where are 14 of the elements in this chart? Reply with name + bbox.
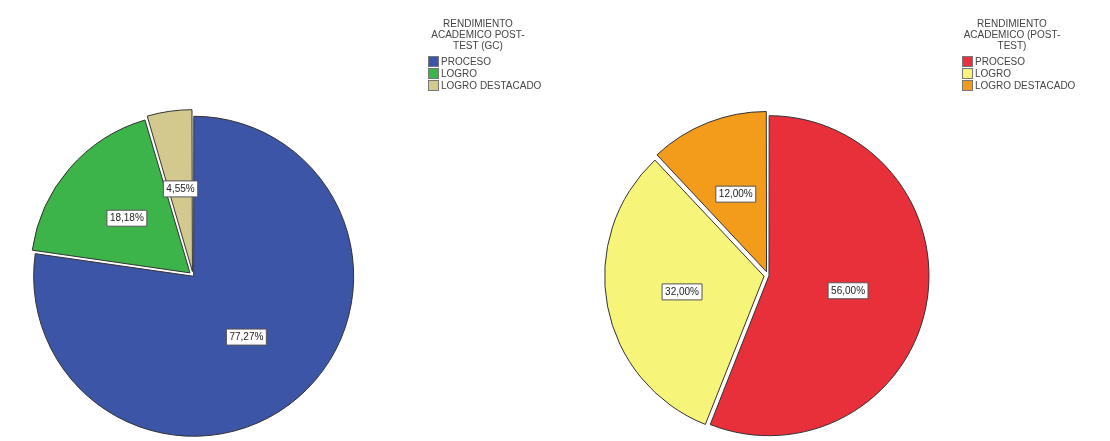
data-label: 12,00% [718,187,753,199]
legend-label: LOGRO [441,67,478,79]
data-label: 32,00% [665,285,700,297]
data-label: 4,55% [166,182,195,194]
legend-label: PROCESO [441,55,492,67]
legend-title: RENDIMIENTO ACADEMICO POST-TEST (GC) [430,18,526,51]
legend-label: LOGRO DESTACADO [975,79,1076,91]
data-label: 77,27% [229,330,264,342]
legend-label: PROCESO [975,55,1026,67]
legend-label: LOGRO [975,67,1012,79]
data-label: 56,00% [831,284,866,296]
legend-title: RENDIMIENTO ACADEMICO (POST-TEST) [962,18,1062,51]
legend-label: LOGRO DESTACADO [441,79,542,91]
data-label: 18,18% [109,211,144,223]
